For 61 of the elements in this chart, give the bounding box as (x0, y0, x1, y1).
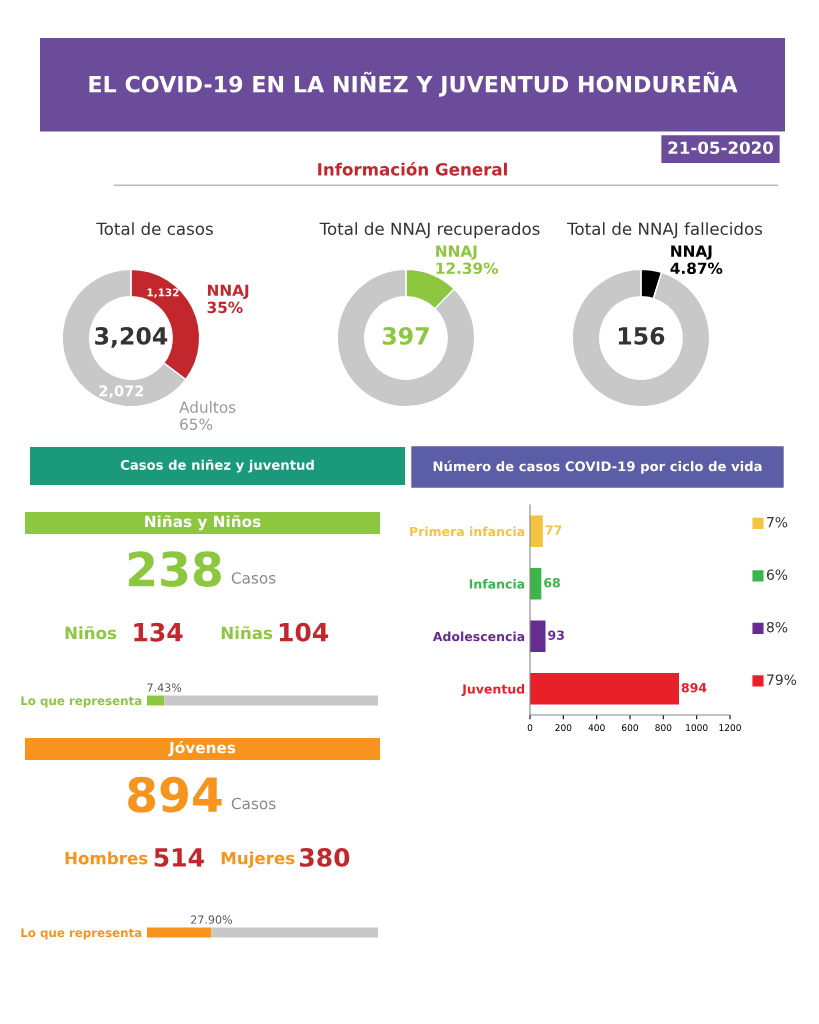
text: 21-05-2020 (668, 141, 774, 155)
chart-title: Total de casos (96, 222, 213, 236)
text: Casos de niñez y juventud (120, 459, 314, 473)
text: 894 (128, 776, 222, 813)
data-label: 1,132 (147, 288, 179, 298)
data-label: 77 (545, 525, 562, 535)
text: 7% (767, 516, 788, 528)
text: 79% (767, 674, 797, 685)
text: Niños (65, 626, 117, 640)
text: 397 (382, 326, 429, 345)
y-tick-label: Lo que representa (21, 928, 142, 940)
y-tick-label: Adolescencia (432, 631, 525, 642)
y-tick-label: Infancia (469, 579, 525, 589)
text: 3,204 (95, 326, 168, 348)
y-tick-label: Primera infancia (410, 526, 525, 537)
text: 35% (207, 301, 243, 314)
bar (530, 620, 546, 652)
data-label: 894 (681, 682, 707, 693)
text: 65% (180, 418, 213, 431)
text: 4.87% (670, 262, 723, 274)
text: Casos (231, 797, 276, 810)
text: Hombres (65, 851, 148, 865)
y-tick-label: Lo que representa (21, 696, 142, 708)
text: 514 (154, 848, 204, 867)
x-tick-label: 1000 (686, 724, 708, 732)
x-tick-label: 800 (655, 724, 672, 732)
bar (530, 515, 543, 547)
bar (530, 673, 679, 705)
text: 238 (128, 551, 221, 587)
x-tick-label: 0 (527, 724, 533, 732)
text: 6% (766, 569, 788, 580)
text: 380 (300, 847, 350, 867)
text: Casos (231, 572, 276, 584)
text: 156 (618, 327, 665, 345)
text: 134 (134, 622, 183, 642)
x-tick-label: 400 (588, 724, 605, 732)
chart-title: Número de casos COVID-19 por ciclo de vida (433, 460, 762, 474)
text: 8% (766, 621, 788, 633)
x-tick-label: 600 (622, 724, 639, 732)
x-tick-label: 200 (555, 724, 572, 732)
data-label: 7.43% (147, 683, 182, 692)
text: 12.39% (436, 262, 498, 274)
data-label: 68 (544, 577, 560, 588)
text: Niñas (221, 626, 273, 640)
text: 104 (279, 622, 329, 642)
chart-title: Total de NNAJ fallecidos (567, 222, 763, 239)
slice-label: NNAJ (436, 245, 477, 260)
x-tick-label: 1200 (719, 724, 741, 732)
text: Mujeres (221, 851, 295, 868)
text: Jóvenes (168, 740, 236, 757)
text: Niñas y Niños (145, 515, 261, 531)
y-tick-label: Juventud (461, 684, 525, 696)
slice-label: NNAJ (207, 284, 249, 299)
text: Información General (318, 162, 507, 176)
text: EL COVID-19 EN LA NIÑEZ Y JUVENTUD HONDUREÑA (89, 71, 738, 97)
data-label: 27.90% (191, 915, 233, 924)
bar (530, 568, 542, 600)
slice-label: Adultos (179, 401, 236, 413)
slice-label: NNAJ (671, 245, 712, 260)
chart-title: Total de NNAJ recuperados (319, 222, 540, 239)
data-label: 93 (548, 630, 564, 640)
